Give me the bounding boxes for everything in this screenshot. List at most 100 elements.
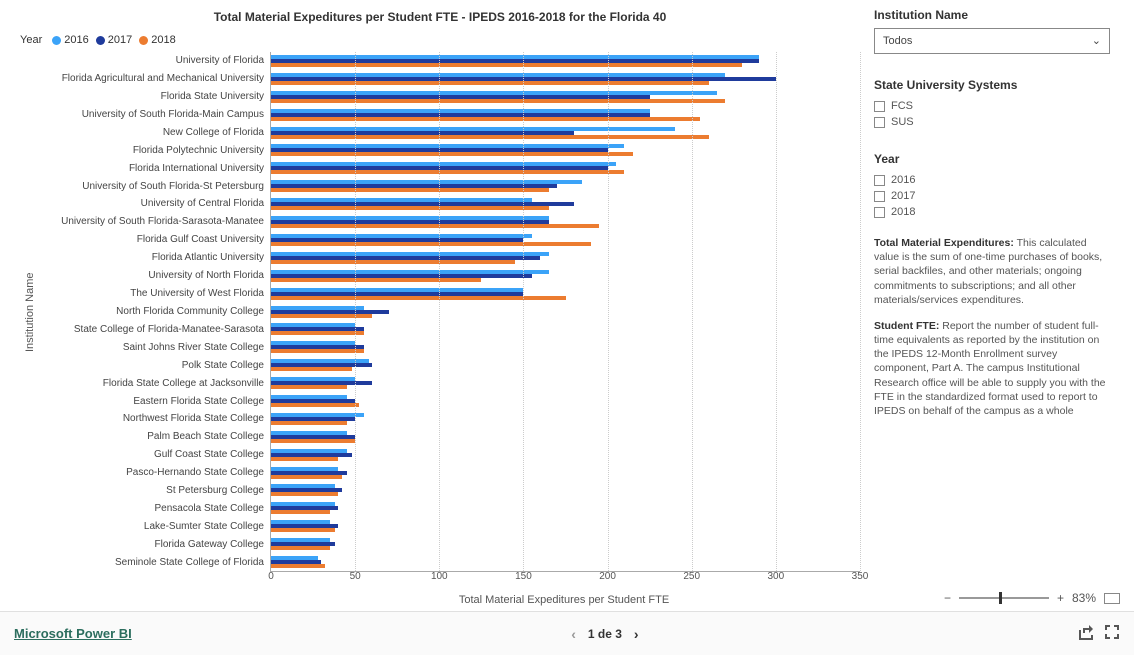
zoom-control: − + 83%	[944, 591, 1120, 605]
gridline	[608, 52, 609, 571]
bar[interactable]	[271, 510, 330, 514]
zoom-in-button[interactable]: +	[1057, 591, 1064, 605]
zoom-percent: 83%	[1072, 591, 1096, 605]
bar-group	[271, 484, 860, 496]
bar[interactable]	[271, 224, 599, 228]
bar[interactable]	[271, 457, 338, 461]
bar[interactable]	[271, 206, 549, 210]
x-tick-label: 300	[768, 571, 785, 582]
bar[interactable]	[271, 421, 347, 425]
y-axis-label: North Florida Community College	[40, 307, 270, 317]
bar-group	[271, 73, 860, 85]
y-axis-label: Florida Atlantic University	[40, 253, 270, 263]
year-option[interactable]: 2017	[874, 190, 1110, 202]
bar[interactable]	[271, 349, 364, 353]
bar[interactable]	[271, 152, 633, 156]
bar[interactable]	[271, 170, 624, 174]
share-icon[interactable]	[1078, 624, 1094, 643]
y-axis-label: Northwest Florida State College	[40, 414, 270, 424]
legend-item-label: 2018	[151, 34, 175, 46]
y-axis-label: Florida Polytechnic University	[40, 146, 270, 156]
bar[interactable]	[271, 99, 725, 103]
bar-group	[271, 162, 860, 174]
legend: Year 201620172018	[20, 34, 860, 46]
bar[interactable]	[271, 242, 591, 246]
bar[interactable]	[271, 260, 515, 264]
bar[interactable]	[271, 135, 709, 139]
powerbi-brand-link[interactable]: Microsoft Power BI	[14, 626, 132, 641]
y-axis-label: Eastern Florida State College	[40, 397, 270, 407]
bar-group	[271, 198, 860, 210]
bar[interactable]	[271, 188, 549, 192]
y-axis-label: State College of Florida-Manatee-Sarasot…	[40, 325, 270, 335]
x-tick-label: 350	[852, 571, 869, 582]
bar-group	[271, 55, 860, 67]
bar-group	[271, 270, 860, 282]
bar-group	[271, 341, 860, 353]
prev-page-button[interactable]: ‹	[571, 626, 576, 642]
gridline	[439, 52, 440, 571]
y-axis-label: University of South Florida-Main Campus	[40, 110, 270, 120]
gridline	[523, 52, 524, 571]
bar[interactable]	[271, 63, 742, 67]
bar[interactable]	[271, 385, 347, 389]
chevron-down-icon: ⌄	[1092, 28, 1101, 54]
bar[interactable]	[271, 546, 330, 550]
bar[interactable]	[271, 439, 355, 443]
bar-group	[271, 127, 860, 139]
bar-group	[271, 520, 860, 532]
year-option[interactable]: 2018	[874, 206, 1110, 218]
fullscreen-icon[interactable]	[1104, 624, 1120, 643]
y-axis-label: University of Florida	[40, 56, 270, 66]
zoom-out-button[interactable]: −	[944, 591, 951, 605]
gridline	[776, 52, 777, 571]
institution-dropdown[interactable]: Todos ⌄	[874, 28, 1110, 54]
systems-option[interactable]: SUS	[874, 116, 1110, 128]
legend-swatch	[139, 36, 148, 45]
filter-institution-label: Institution Name	[874, 8, 1110, 22]
gridline	[355, 52, 356, 571]
bar[interactable]	[271, 475, 342, 479]
y-axis-label: Florida Gateway College	[40, 540, 270, 550]
y-axis-label: Pensacola State College	[40, 504, 270, 514]
bar-group	[271, 431, 860, 443]
year-option[interactable]: 2016	[874, 174, 1110, 186]
bar[interactable]	[271, 314, 372, 318]
y-axis-label: Gulf Coast State College	[40, 450, 270, 460]
y-axis-label: Lake-Sumter State College	[40, 522, 270, 532]
next-page-button[interactable]: ›	[634, 626, 639, 642]
year-option-label: 2016	[891, 174, 915, 186]
bar[interactable]	[271, 528, 335, 532]
y-axis-label: Saint Johns River State College	[40, 343, 270, 353]
x-tick-label: 0	[268, 571, 274, 582]
bar[interactable]	[271, 367, 352, 371]
x-tick-label: 150	[515, 571, 532, 582]
fit-page-icon[interactable]	[1104, 593, 1120, 604]
y-axis-label: New College of Florida	[40, 128, 270, 138]
bar[interactable]	[271, 331, 364, 335]
bar[interactable]	[271, 117, 700, 121]
checkbox-icon	[874, 207, 885, 218]
def2-body: Report the number of student full-time e…	[874, 320, 1106, 417]
y-axis-label: Florida International University	[40, 164, 270, 174]
bar-group	[271, 377, 860, 389]
zoom-slider[interactable]	[959, 597, 1049, 599]
y-axis-labels: University of FloridaFlorida Agricultura…	[40, 52, 270, 572]
checkbox-icon	[874, 101, 885, 112]
bar[interactable]	[271, 296, 566, 300]
filter-year-label: Year	[874, 152, 1110, 166]
bar[interactable]	[271, 278, 481, 282]
def1-title: Total Material Expenditures:	[874, 237, 1014, 249]
y-axis-label: University of North Florida	[40, 271, 270, 281]
bar[interactable]	[271, 81, 709, 85]
bar[interactable]	[271, 403, 359, 407]
year-option-label: 2018	[891, 206, 915, 218]
bar-group	[271, 359, 860, 371]
bar[interactable]	[271, 564, 325, 568]
systems-option[interactable]: FCS	[874, 100, 1110, 112]
y-axis-label: Pasco-Hernando State College	[40, 468, 270, 478]
definitions-block: Total Material Expenditures: This calcul…	[874, 236, 1110, 418]
plot-area: 050100150200250300350	[270, 52, 860, 572]
bar[interactable]	[271, 492, 338, 496]
institution-selected: Todos	[883, 28, 912, 54]
